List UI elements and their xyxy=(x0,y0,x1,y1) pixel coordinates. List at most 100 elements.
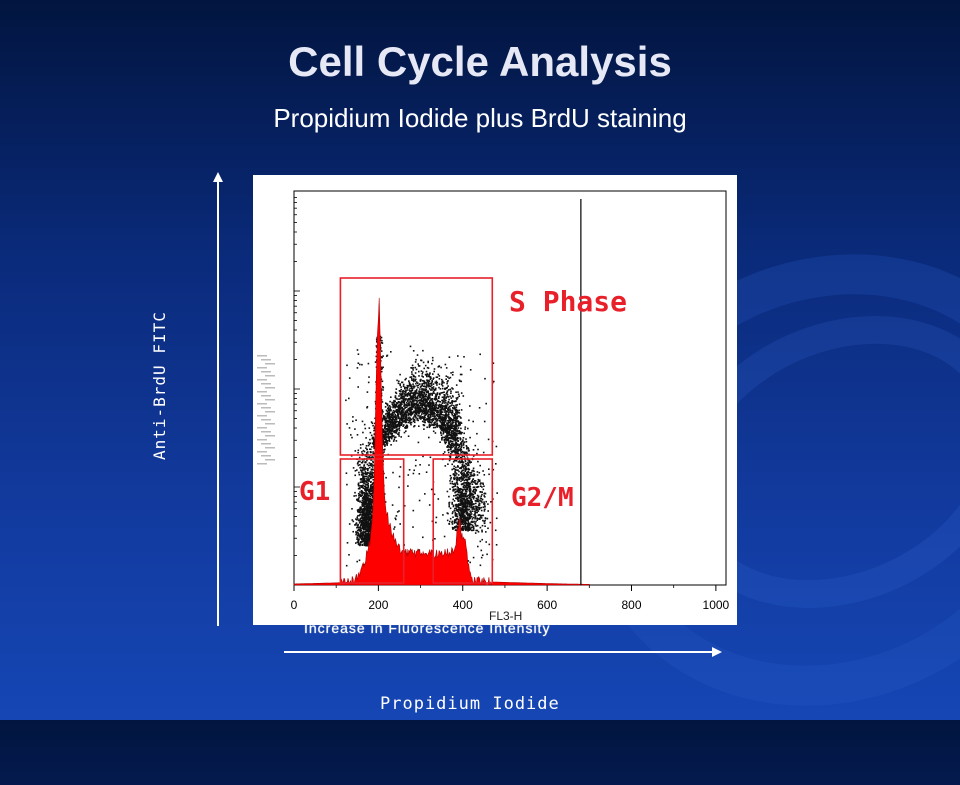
cell-event-dot xyxy=(407,400,409,402)
cell-event-dot xyxy=(439,383,441,385)
cell-event-dot xyxy=(435,419,437,421)
cell-event-dot xyxy=(424,381,426,383)
cell-event-dot xyxy=(432,360,434,362)
cell-event-dot xyxy=(417,404,419,406)
cell-event-dot xyxy=(465,466,467,468)
cell-event-dot xyxy=(455,391,457,393)
cell-event-dot xyxy=(399,374,401,376)
cell-event-dot xyxy=(354,475,356,477)
cell-event-dot xyxy=(367,516,369,518)
cell-event-dot xyxy=(387,424,389,426)
cell-event-dot xyxy=(360,508,362,510)
cell-event-dot xyxy=(363,515,365,517)
cell-event-dot xyxy=(393,400,395,402)
cell-event-dot xyxy=(463,437,465,439)
cell-event-dot xyxy=(371,474,373,476)
cell-event-dot xyxy=(406,422,408,424)
cell-event-dot xyxy=(362,421,364,423)
cell-event-dot xyxy=(424,383,426,385)
cell-event-dot xyxy=(436,406,438,408)
cell-event-dot xyxy=(405,392,407,394)
cell-event-dot xyxy=(394,426,396,428)
cell-event-dot xyxy=(422,380,424,382)
cell-event-dot xyxy=(395,419,397,421)
cell-event-dot xyxy=(431,387,433,389)
cell-event-dot xyxy=(394,430,396,432)
y-axis-faint-mark xyxy=(261,383,271,385)
cell-event-dot xyxy=(453,506,455,508)
cell-event-dot xyxy=(443,424,445,426)
cell-event-dot xyxy=(385,406,387,408)
cell-event-dot xyxy=(451,414,453,416)
cell-event-dot xyxy=(405,378,407,380)
cell-event-dot xyxy=(429,395,431,397)
cell-event-dot xyxy=(385,402,387,404)
cell-event-dot xyxy=(417,418,419,420)
cell-event-dot xyxy=(456,404,458,406)
cell-event-dot xyxy=(480,496,482,498)
cell-event-dot xyxy=(382,389,384,391)
cell-event-dot xyxy=(458,474,460,476)
cell-event-dot xyxy=(452,511,454,513)
cell-event-dot xyxy=(428,405,430,407)
cell-event-dot xyxy=(410,395,412,397)
cell-event-dot xyxy=(483,485,485,487)
cell-event-dot xyxy=(400,389,402,391)
cell-event-dot xyxy=(490,522,492,524)
cell-event-dot xyxy=(448,429,450,431)
cell-event-dot xyxy=(368,520,370,522)
cell-event-dot xyxy=(383,444,385,446)
cell-event-dot xyxy=(419,415,421,417)
cell-event-dot xyxy=(357,509,359,511)
cell-event-dot xyxy=(369,467,371,469)
cell-event-dot xyxy=(477,474,479,476)
cell-event-dot xyxy=(452,395,454,397)
cell-event-dot xyxy=(420,400,422,402)
cell-event-dot xyxy=(426,384,428,386)
cell-event-dot xyxy=(477,471,479,473)
cell-event-dot xyxy=(434,421,436,423)
cell-event-dot xyxy=(428,382,430,384)
cell-event-dot xyxy=(466,452,468,454)
cell-event-dot xyxy=(370,491,372,493)
cell-event-dot xyxy=(412,396,414,398)
cell-event-dot xyxy=(401,410,403,412)
cell-event-dot xyxy=(366,514,368,516)
cell-event-dot xyxy=(441,414,443,416)
y-axis-faint-mark xyxy=(261,407,271,409)
cell-event-dot xyxy=(388,432,390,434)
cell-event-dot xyxy=(464,465,466,467)
cell-event-dot xyxy=(470,491,472,493)
cell-event-dot xyxy=(468,450,470,452)
cell-event-dot xyxy=(456,460,458,462)
cell-event-dot xyxy=(450,449,452,451)
cell-event-dot xyxy=(369,516,371,518)
cell-event-dot xyxy=(484,521,486,523)
cell-event-dot xyxy=(445,431,447,433)
cell-event-dot xyxy=(425,411,427,413)
cell-event-dot xyxy=(459,462,461,464)
cell-event-dot xyxy=(415,412,417,414)
cell-event-dot xyxy=(366,452,368,454)
cell-event-dot xyxy=(357,511,359,513)
cell-event-dot xyxy=(408,410,410,412)
cell-event-dot xyxy=(384,449,386,451)
cell-event-dot xyxy=(409,398,411,400)
cell-event-dot xyxy=(391,402,393,404)
cell-event-dot xyxy=(423,395,425,397)
cell-event-dot xyxy=(428,397,430,399)
cell-event-dot xyxy=(453,450,455,452)
cell-event-dot xyxy=(365,493,367,495)
cell-event-dot xyxy=(404,388,406,390)
cell-event-dot xyxy=(402,421,404,423)
cell-event-dot xyxy=(474,522,476,524)
cell-event-dot xyxy=(353,467,355,469)
cell-event-dot xyxy=(436,384,438,386)
cell-event-dot xyxy=(358,450,360,452)
cell-event-dot xyxy=(442,392,444,394)
cell-event-dot xyxy=(446,429,448,431)
cell-event-dot xyxy=(367,493,369,495)
cell-event-dot xyxy=(403,411,405,413)
cell-event-dot xyxy=(398,432,400,434)
cell-event-dot xyxy=(365,545,367,547)
